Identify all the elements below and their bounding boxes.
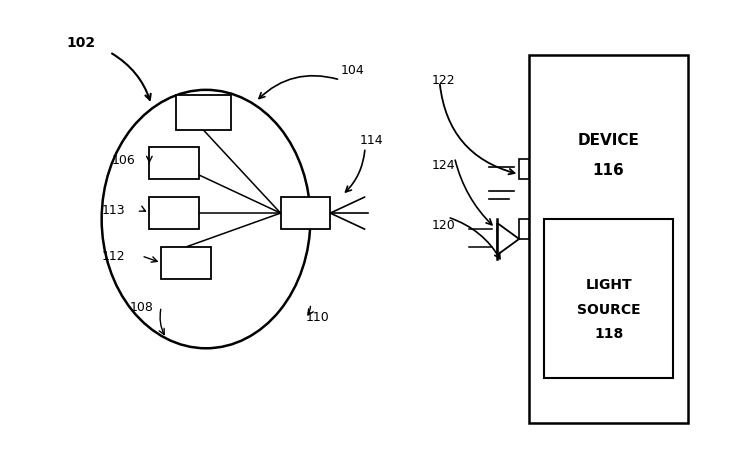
Bar [519,219,529,240]
Text: 116: 116 [592,162,625,178]
Bar [176,95,231,130]
Text: 114: 114 [360,134,384,147]
Bar [544,219,674,378]
Text: DEVICE: DEVICE [578,133,640,148]
Bar [149,198,199,230]
Text: 112: 112 [102,250,125,263]
Text: 120: 120 [432,218,455,231]
Text: 124: 124 [432,158,455,172]
Text: 118: 118 [594,327,623,341]
Text: LIGHT: LIGHT [585,277,632,291]
Text: 113: 113 [102,203,125,216]
Bar [149,148,199,180]
Bar [529,56,688,423]
Bar [280,198,330,230]
Text: SOURCE: SOURCE [577,302,640,316]
Text: 110: 110 [305,310,329,323]
Text: 104: 104 [340,64,364,77]
Bar [161,247,211,279]
Text: 108: 108 [130,300,153,313]
Text: 102: 102 [67,36,96,50]
Text: 106: 106 [112,154,135,167]
Text: 122: 122 [432,74,455,87]
Bar [519,160,529,180]
